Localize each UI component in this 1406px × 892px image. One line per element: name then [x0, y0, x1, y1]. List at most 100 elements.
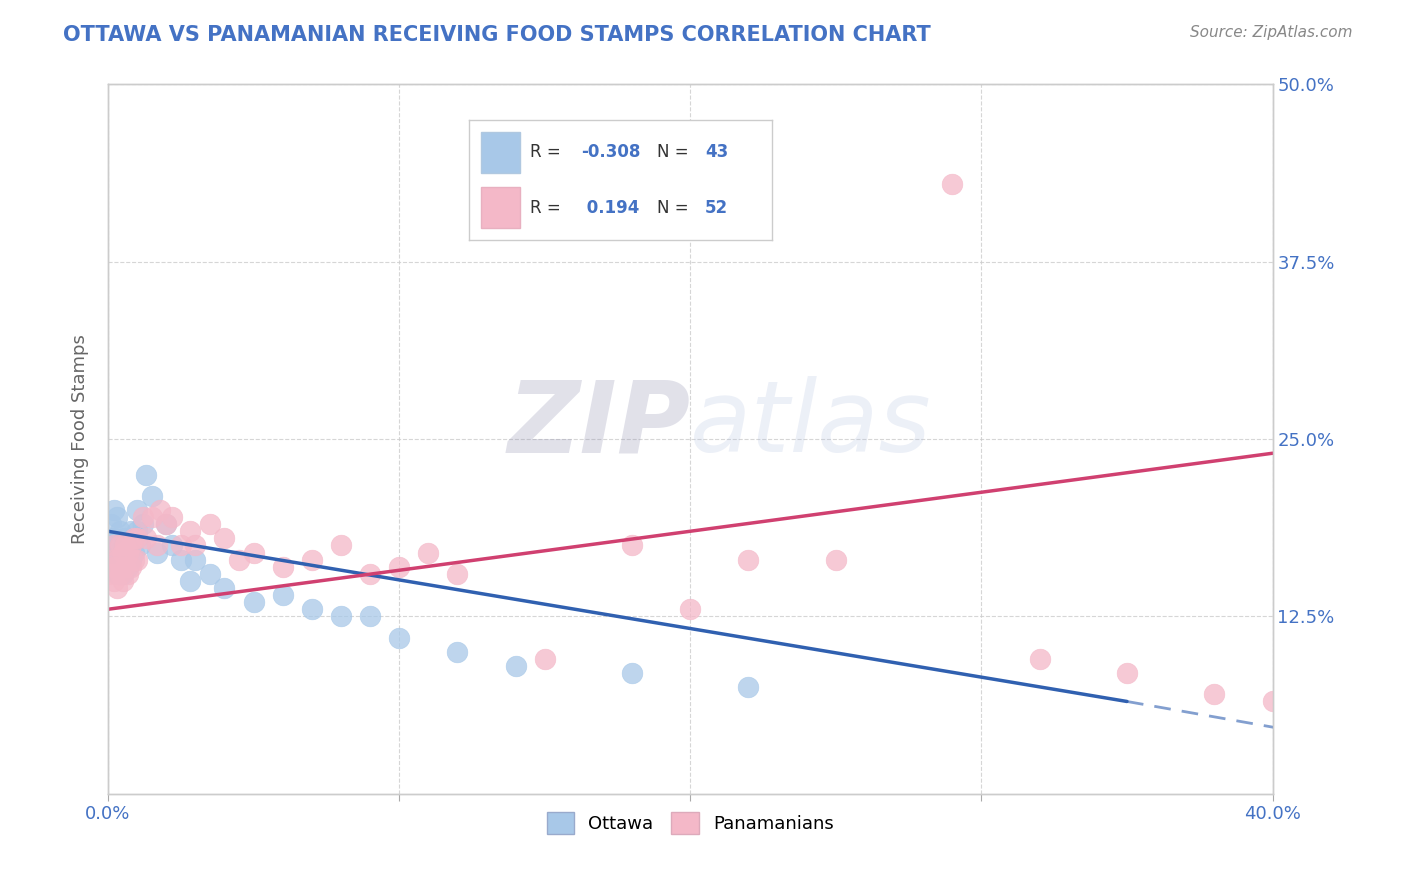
Point: [170, 538, 193, 552]
Point: [214, 532, 236, 546]
Point: [141, 489, 163, 503]
Point: [214, 581, 236, 595]
Text: -0.308: -0.308: [581, 144, 640, 161]
Point: [679, 602, 702, 616]
Point: [359, 566, 381, 581]
Text: 0.194: 0.194: [581, 199, 640, 217]
Point: [198, 517, 221, 532]
Point: [105, 566, 128, 581]
Point: [1116, 666, 1139, 681]
Point: [122, 532, 145, 546]
Point: [129, 538, 152, 552]
Point: [446, 645, 468, 659]
Text: R =: R =: [530, 144, 565, 161]
Point: [117, 559, 139, 574]
Point: [1204, 687, 1226, 701]
Point: [141, 510, 163, 524]
Text: N =: N =: [657, 144, 693, 161]
Point: [418, 545, 440, 559]
Point: [103, 503, 125, 517]
Point: [122, 552, 145, 566]
Point: [160, 510, 183, 524]
Text: 52: 52: [706, 199, 728, 217]
Point: [100, 566, 122, 581]
Point: [824, 552, 846, 566]
Point: [170, 552, 193, 566]
Point: [103, 532, 125, 546]
Point: [155, 517, 177, 532]
Point: [103, 552, 125, 566]
Point: [621, 666, 644, 681]
Point: [103, 559, 125, 574]
Point: [737, 681, 759, 695]
Point: [120, 552, 142, 566]
Point: [105, 552, 128, 566]
Point: [242, 545, 264, 559]
Text: N =: N =: [657, 199, 693, 217]
Point: [120, 538, 142, 552]
Point: [105, 510, 128, 524]
Point: [737, 552, 759, 566]
Point: [146, 538, 169, 552]
Point: [103, 574, 125, 588]
Point: [198, 566, 221, 581]
Point: [114, 552, 136, 566]
Point: [228, 552, 250, 566]
Point: [114, 538, 136, 552]
Point: [127, 524, 149, 539]
Point: [127, 552, 149, 566]
Bar: [481, 132, 520, 173]
Point: [388, 559, 411, 574]
Point: [111, 574, 134, 588]
Point: [301, 602, 323, 616]
Point: [127, 503, 149, 517]
Point: [135, 532, 157, 546]
Point: [388, 631, 411, 645]
Text: ZIP: ZIP: [508, 376, 690, 474]
Point: [505, 659, 527, 673]
Point: [100, 552, 122, 566]
Point: [1261, 694, 1284, 708]
Point: [301, 552, 323, 566]
Point: [533, 652, 555, 666]
Point: [108, 566, 131, 581]
Text: OTTAWA VS PANAMANIAN RECEIVING FOOD STAMPS CORRELATION CHART: OTTAWA VS PANAMANIAN RECEIVING FOOD STAM…: [63, 25, 931, 45]
Point: [108, 524, 131, 539]
Legend: Ottawa, Panamanians: Ottawa, Panamanians: [540, 805, 841, 841]
Point: [1028, 652, 1050, 666]
Point: [122, 545, 145, 559]
Point: [271, 588, 294, 602]
Point: [117, 566, 139, 581]
Point: [184, 552, 207, 566]
Point: [111, 538, 134, 552]
Point: [108, 559, 131, 574]
Point: [127, 532, 149, 546]
Point: [149, 503, 172, 517]
Point: [117, 538, 139, 552]
Point: [135, 467, 157, 482]
Point: [114, 532, 136, 546]
Point: [111, 545, 134, 559]
Point: [114, 559, 136, 574]
Point: [446, 566, 468, 581]
Point: [146, 545, 169, 559]
Point: [155, 517, 177, 532]
Point: [120, 559, 142, 574]
Text: R =: R =: [530, 199, 565, 217]
Point: [359, 609, 381, 624]
Text: atlas: atlas: [690, 376, 932, 474]
Point: [329, 609, 352, 624]
Point: [132, 510, 155, 524]
Point: [179, 574, 201, 588]
Point: [941, 177, 963, 191]
Point: [111, 566, 134, 581]
Point: [120, 524, 142, 539]
Y-axis label: Receiving Food Stamps: Receiving Food Stamps: [72, 334, 89, 544]
Point: [184, 538, 207, 552]
Point: [132, 517, 155, 532]
Point: [329, 538, 352, 552]
Point: [103, 538, 125, 552]
Point: [160, 538, 183, 552]
Point: [108, 538, 131, 552]
Bar: [481, 187, 520, 228]
